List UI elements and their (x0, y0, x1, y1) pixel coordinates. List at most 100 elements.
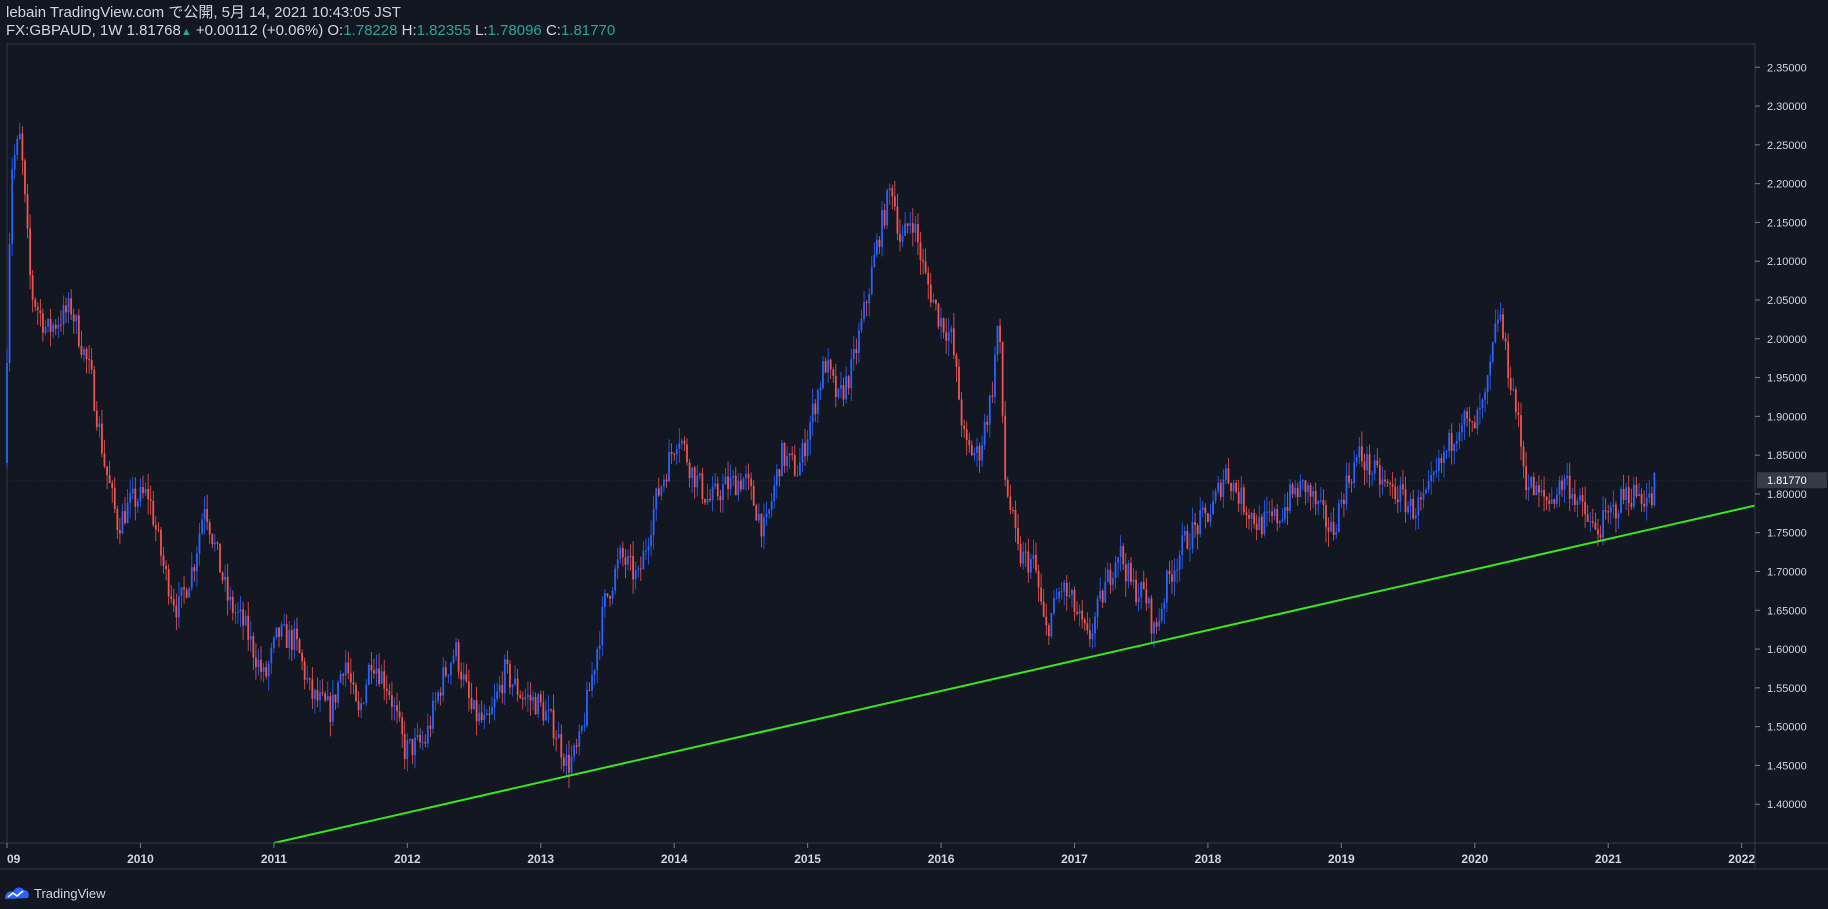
candle-body (342, 674, 345, 676)
candle-body (98, 423, 101, 428)
candle-body (1479, 408, 1481, 410)
candle-body (298, 639, 301, 653)
candle-body (719, 496, 722, 501)
candle-body (1550, 499, 1553, 504)
candle-body (442, 667, 445, 696)
candle-body (1212, 501, 1214, 515)
y-tick-label: 1.55000 (1767, 683, 1807, 695)
candle-body (67, 298, 70, 313)
candle-body (1063, 582, 1066, 592)
plot-frame (6, 43, 1756, 844)
candle-body (1576, 500, 1579, 505)
candle-body (221, 572, 224, 581)
candle-body (1394, 486, 1397, 500)
candle-body (1091, 633, 1094, 640)
candle-body (1155, 622, 1158, 627)
candle-body (1071, 589, 1073, 596)
y-tick-label: 2.35000 (1767, 62, 1807, 74)
candle-body (31, 275, 34, 300)
candle-body (727, 476, 729, 490)
candle-body (816, 390, 819, 414)
candle-body (326, 696, 329, 701)
candle-body (1040, 587, 1043, 602)
candle-body (265, 667, 268, 677)
tradingview-footer[interactable]: TradingView (4, 885, 106, 901)
candle-body (488, 713, 491, 715)
candle-body (981, 444, 984, 461)
candle-body (927, 272, 930, 285)
candle-body (1650, 493, 1653, 506)
candle-body (940, 318, 942, 327)
candle-body (1455, 440, 1458, 444)
candle-body (1602, 510, 1604, 538)
candle-body (147, 489, 150, 500)
support-trendline[interactable] (273, 504, 1756, 844)
candle-body (24, 160, 26, 195)
candle-body (170, 596, 173, 599)
candle-body (1499, 314, 1502, 320)
candle-body (1104, 581, 1107, 603)
candle-body (580, 726, 583, 732)
candle-body (262, 667, 265, 672)
candle-body (1130, 563, 1132, 582)
candle-body (211, 534, 214, 545)
candle-body (914, 223, 917, 233)
candle-body (1083, 619, 1086, 624)
trendline-layer[interactable] (273, 504, 1756, 844)
last-price: 1.81768 (126, 22, 181, 39)
candle-body (1099, 590, 1102, 599)
candle-body (1389, 483, 1392, 485)
y-tick-label: 1.80000 (1767, 489, 1807, 501)
candle-body (162, 555, 165, 566)
candle-body (462, 674, 465, 680)
candle-body (1391, 484, 1394, 487)
candle-body (308, 678, 311, 680)
candle-body (1096, 598, 1099, 617)
candle-body (1142, 581, 1145, 590)
candle-body (578, 731, 581, 747)
candle-body (52, 324, 55, 332)
candle-body (1153, 622, 1155, 634)
candle-body (1150, 598, 1153, 634)
candle-body (255, 657, 257, 668)
candle-body (781, 442, 783, 477)
candle-body (1173, 570, 1176, 582)
candle-body (829, 359, 832, 370)
candle-body (1366, 454, 1368, 471)
candle-body (1189, 548, 1191, 550)
candle-body (203, 509, 206, 520)
candle-body (219, 543, 221, 573)
candle-body (77, 315, 80, 347)
candle-body (1527, 487, 1530, 491)
candle-body (1004, 415, 1007, 480)
candle-body (272, 637, 275, 649)
candle-body (809, 422, 812, 440)
candle-body (244, 615, 247, 626)
candle-body (1325, 504, 1327, 528)
candle-body (385, 688, 388, 692)
candle-body (72, 314, 75, 322)
candle-body (1086, 623, 1089, 631)
candle-body (478, 712, 481, 722)
candle-body (190, 567, 193, 589)
candles-layer (6, 122, 1656, 789)
candle-body (1178, 555, 1181, 570)
candle-body (937, 303, 940, 327)
ohlc-legend: FX:GBPAUD, 1W 1.81768▲ +0.00112 (+0.06%)… (6, 22, 615, 41)
candle-body (570, 756, 573, 773)
candle-body (1240, 487, 1243, 504)
candle-body (1355, 457, 1358, 463)
candle-body (44, 326, 47, 333)
candle-body (1078, 610, 1081, 614)
candle-body (8, 244, 11, 364)
candle-body (26, 194, 29, 229)
candle-body (1258, 516, 1261, 530)
candle-body (167, 568, 170, 597)
candle-body (1545, 496, 1548, 501)
candle-body (337, 682, 339, 703)
x-tick-label: 2010 (127, 852, 154, 866)
candle-body (696, 475, 699, 488)
candle-body (1214, 491, 1217, 502)
candle-body (388, 691, 391, 696)
